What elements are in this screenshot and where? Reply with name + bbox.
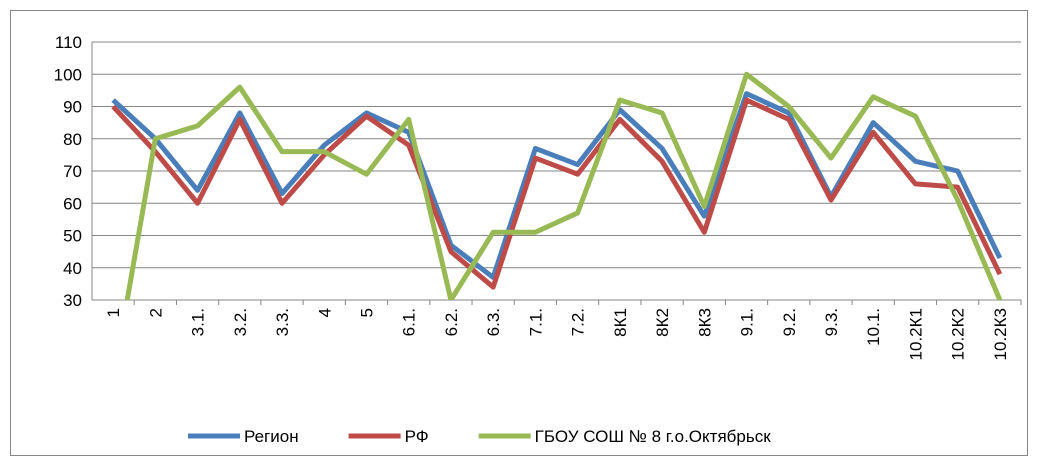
x-tick-label: 6.2. xyxy=(442,308,461,336)
y-tick-label: 40 xyxy=(63,259,82,278)
x-tick-label: 8К3 xyxy=(695,308,714,337)
y-tick-label: 100 xyxy=(54,65,82,84)
y-tick-label: 110 xyxy=(55,33,82,52)
x-tick-label: 8К1 xyxy=(611,308,630,337)
x-tick-label: 6.3. xyxy=(484,308,503,336)
x-tick-label: 3.1. xyxy=(189,308,208,336)
x-tick-label: 1 xyxy=(104,308,123,317)
y-tick-label: 70 xyxy=(63,162,82,181)
legend-label: Регион xyxy=(244,427,299,446)
x-tick-label: 9.3. xyxy=(822,308,841,336)
y-tick-label: 60 xyxy=(63,194,82,213)
y-tick-label: 30 xyxy=(63,291,82,310)
x-tick-label: 9.1. xyxy=(738,308,757,336)
legend-label: ГБОУ СОШ № 8 г.о.Октябрьск xyxy=(535,427,772,446)
x-tick-label: 7.1. xyxy=(526,308,545,336)
x-tick-label: 10.1. xyxy=(864,308,883,346)
x-tick-label: 3.2. xyxy=(231,308,250,336)
x-tick-label: 4 xyxy=(315,308,334,317)
x-tick-label: 9.2. xyxy=(780,308,799,336)
x-tick-label: 10.2К2 xyxy=(949,308,968,360)
series-line xyxy=(111,91,1003,280)
series-line xyxy=(111,97,1003,290)
y-tick-label: 90 xyxy=(63,98,82,117)
x-tick-label: 2 xyxy=(146,308,165,317)
legend-label: РФ xyxy=(405,427,429,446)
x-tick-label: 6.1. xyxy=(400,308,419,336)
x-tick-label: 3.3. xyxy=(273,308,292,336)
y-tick-label: 50 xyxy=(63,227,82,246)
series-line xyxy=(124,71,1003,300)
x-tick-label: 7.2. xyxy=(569,308,588,336)
x-tick-label: 5 xyxy=(357,308,376,317)
x-tick-label: 10.2К3 xyxy=(991,308,1010,360)
x-tick-label: 8К2 xyxy=(653,308,672,337)
x-tick-label: 10.2К1 xyxy=(906,308,925,360)
y-tick-label: 80 xyxy=(63,130,82,149)
plot-area xyxy=(111,71,1003,300)
